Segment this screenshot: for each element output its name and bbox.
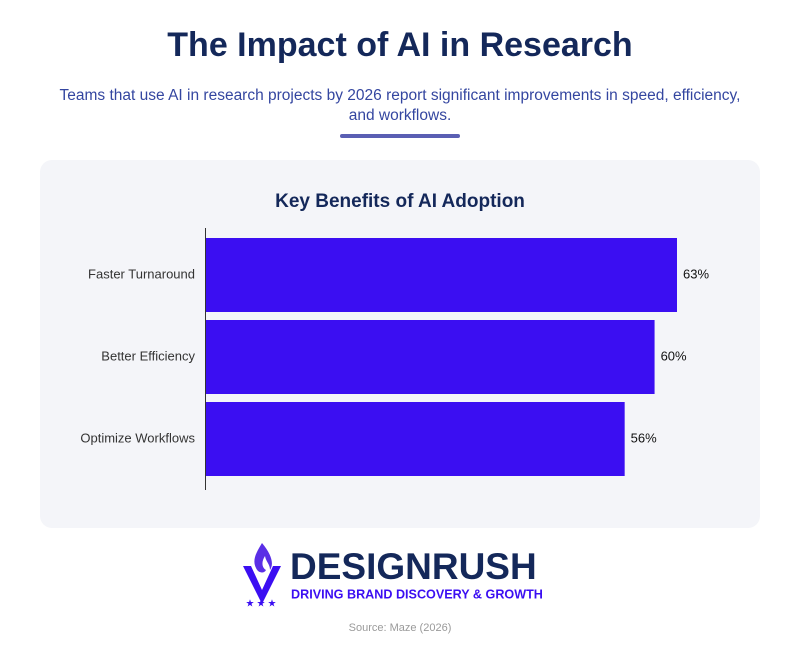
- subtitle-line: and workflows.: [349, 107, 452, 124]
- bar: [206, 238, 677, 312]
- value-label: 63%: [683, 266, 709, 281]
- bar: [206, 402, 625, 476]
- category-label: Optimize Workflows: [80, 430, 195, 445]
- brand-tagline: DRIVING BRAND DISCOVERY & GROWTH: [291, 587, 543, 601]
- bar: [206, 320, 655, 394]
- logo-v: [243, 566, 281, 604]
- chart-title: Key Benefits of AI Adoption: [275, 191, 525, 212]
- logo-flame: [254, 543, 272, 573]
- brand-logo: ★★★ DESIGNRUSH DRIVING BRAND DISCOVERY &…: [243, 543, 543, 610]
- subtitle-line: Teams that use AI in research projects b…: [60, 87, 741, 104]
- value-label: 56%: [631, 430, 657, 445]
- value-label: 60%: [661, 348, 687, 363]
- page-title: The Impact of AI in Research: [167, 26, 632, 64]
- category-label: Faster Turnaround: [88, 266, 195, 281]
- logo-stars: ★★★: [246, 599, 279, 610]
- divider: [340, 134, 460, 138]
- category-label: Better Efficiency: [101, 348, 195, 363]
- brand-name: DESIGNRUSH: [290, 546, 537, 587]
- source: Source: Maze (2026): [349, 622, 452, 634]
